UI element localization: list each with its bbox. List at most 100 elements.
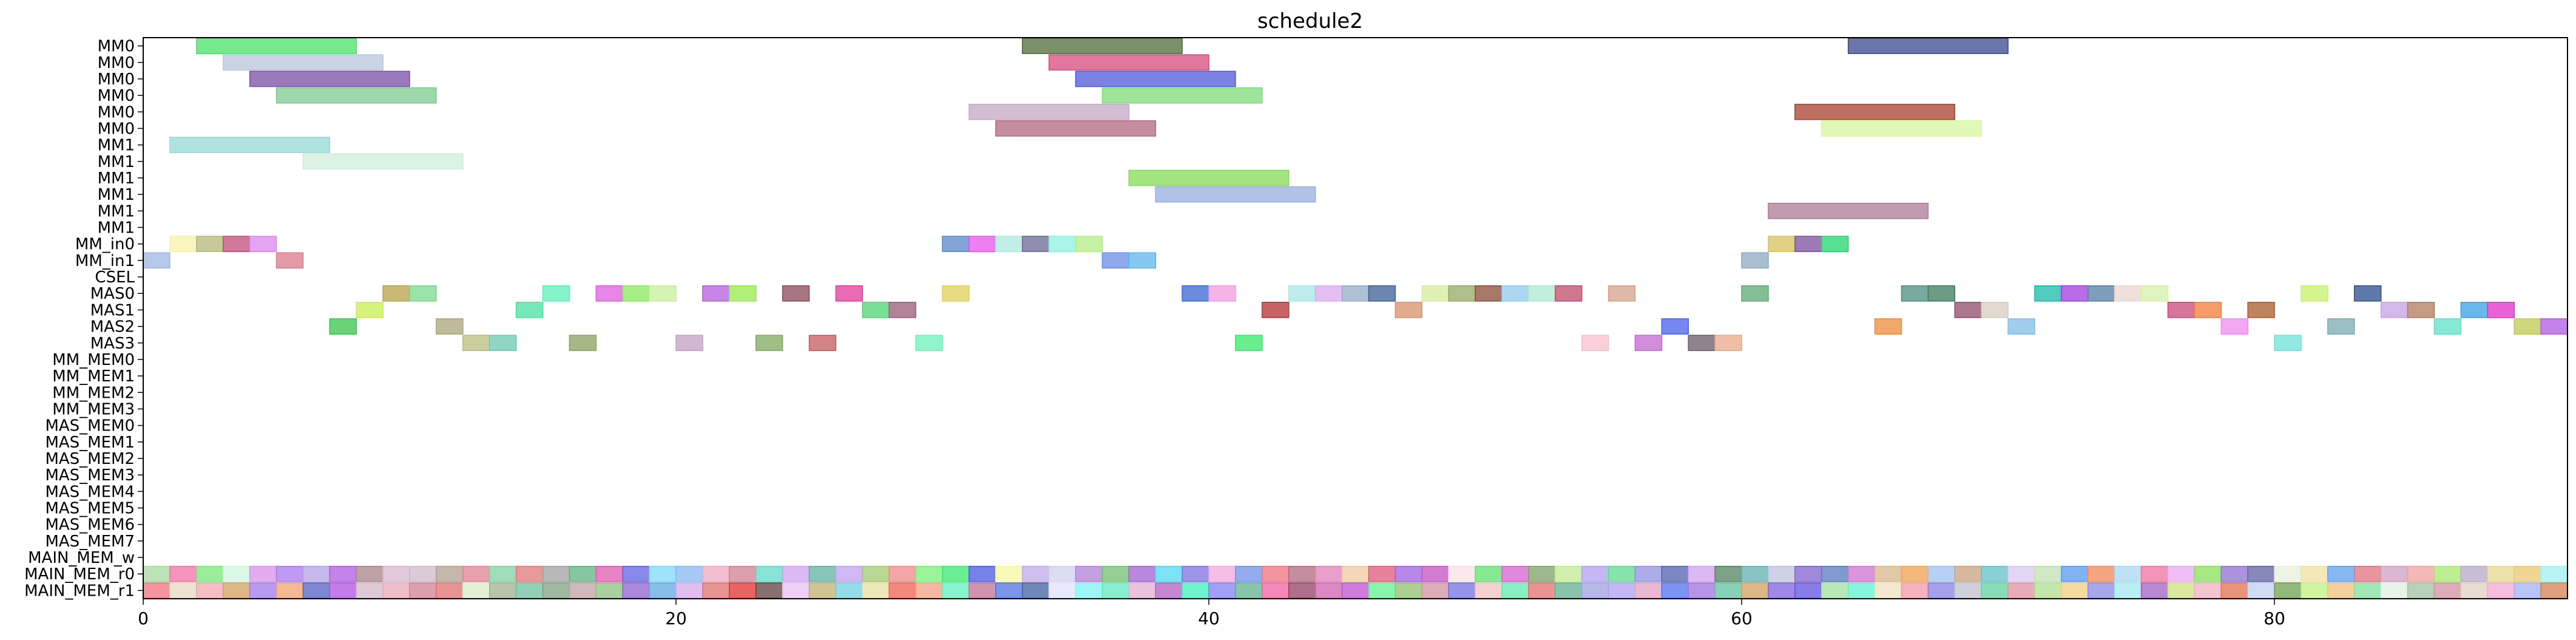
mem-bar <box>1927 582 1956 599</box>
mem-bar <box>409 582 437 599</box>
task-bar <box>302 153 464 170</box>
mem-bar <box>782 565 810 582</box>
task-bar <box>1208 285 1236 302</box>
y-tick-label: MAS_MEM3 <box>45 466 135 485</box>
task-bar <box>1421 285 1449 302</box>
task-bar <box>2034 285 2062 302</box>
mem-bar <box>1581 565 1609 582</box>
task-bar <box>1235 335 1263 352</box>
mem-bar <box>169 565 197 582</box>
task-bar <box>276 252 304 269</box>
mem-bar <box>2061 565 2089 582</box>
mem-bar <box>1874 582 1902 599</box>
x-tick-label: 20 <box>665 608 687 628</box>
y-tick-label: MM1 <box>98 202 135 220</box>
mem-bar <box>2354 565 2382 582</box>
mem-bar <box>169 582 197 599</box>
y-tick-label: MM_MEM3 <box>52 400 135 418</box>
task-bar <box>2407 302 2435 318</box>
task-bar <box>2061 285 2089 302</box>
task-bar <box>915 335 943 352</box>
mem-bar <box>1741 582 1769 599</box>
mem-bar <box>1607 582 1636 599</box>
task-bar <box>515 302 544 318</box>
y-tick-label: MM1 <box>98 219 135 237</box>
task-bar <box>622 285 650 302</box>
mem-bar <box>755 582 783 599</box>
mem-bar <box>1661 565 1689 582</box>
mem-bar <box>143 582 171 599</box>
mem-bar <box>276 582 304 599</box>
chart-title: schedule2 <box>1257 9 1363 33</box>
task-bar <box>1101 87 1263 104</box>
y-tick-label: CSEL <box>95 268 135 287</box>
mem-bar <box>1101 582 1130 599</box>
mem-bar <box>1421 565 1449 582</box>
mem-bar <box>675 582 703 599</box>
task-bar <box>2487 302 2515 318</box>
task-bar <box>1847 38 2009 54</box>
task-bar <box>2433 318 2462 335</box>
mem-bar <box>276 565 304 582</box>
task-bar <box>1448 285 1476 302</box>
mem-bar <box>382 565 410 582</box>
mem-bar <box>1262 565 1290 582</box>
mem-bar <box>1714 582 1742 599</box>
task-bar <box>835 285 864 302</box>
mem-bar <box>1341 565 1370 582</box>
task-bar <box>1021 236 1050 253</box>
mem-bar <box>835 565 864 582</box>
y-tick-label: MAS_MEM2 <box>45 450 135 468</box>
mem-bar <box>2513 582 2541 599</box>
x-tick-label: 80 <box>2263 608 2285 628</box>
mem-bar <box>302 582 331 599</box>
task-bar <box>1155 186 1316 203</box>
task-bar <box>1981 302 2009 318</box>
mem-bar <box>1448 565 1476 582</box>
mem-bar <box>222 565 251 582</box>
task-bar <box>1794 236 1822 253</box>
mem-bar <box>329 565 357 582</box>
mem-bar <box>702 582 730 599</box>
task-bar <box>2140 285 2169 302</box>
mem-bar <box>942 582 970 599</box>
mem-bar <box>1235 582 1263 599</box>
task-bar <box>2300 285 2328 302</box>
task-bar <box>862 302 890 318</box>
mem-bar <box>436 565 464 582</box>
mem-bar <box>1821 565 1849 582</box>
task-bar <box>1555 285 1583 302</box>
mem-bar <box>302 565 331 582</box>
mem-bar <box>2167 565 2196 582</box>
plot-frame <box>143 37 2568 599</box>
y-tick-label: MAS3 <box>90 335 135 353</box>
task-bar <box>462 335 490 352</box>
task-bar <box>995 236 1023 253</box>
mem-bar <box>1528 582 1556 599</box>
mem-bar <box>488 565 517 582</box>
mem-bar <box>2380 582 2409 599</box>
mem-bar <box>1101 565 1130 582</box>
mem-bar <box>862 582 890 599</box>
task-bar <box>1821 120 1982 137</box>
task-bar <box>1048 54 1209 71</box>
mem-bar <box>2460 565 2489 582</box>
y-tick-label: MM_MEM1 <box>52 367 135 386</box>
mem-bar <box>595 565 623 582</box>
task-bar <box>1075 236 1103 253</box>
mem-bar <box>2460 582 2489 599</box>
mem-bar <box>1128 565 1156 582</box>
mem-bar <box>649 582 677 599</box>
task-bar <box>196 38 357 54</box>
mem-bar <box>755 565 783 582</box>
y-tick-label: MM0 <box>98 103 135 121</box>
task-bar <box>1075 70 1236 87</box>
task-bar <box>1314 285 1343 302</box>
y-tick-label: MM1 <box>98 137 135 155</box>
mem-bar <box>2433 582 2462 599</box>
y-tick-label: MM_MEM0 <box>52 351 135 369</box>
mem-bar <box>2140 565 2169 582</box>
mem-bar <box>995 565 1023 582</box>
task-bar <box>1768 236 1796 253</box>
y-tick-label: MM0 <box>98 120 135 138</box>
